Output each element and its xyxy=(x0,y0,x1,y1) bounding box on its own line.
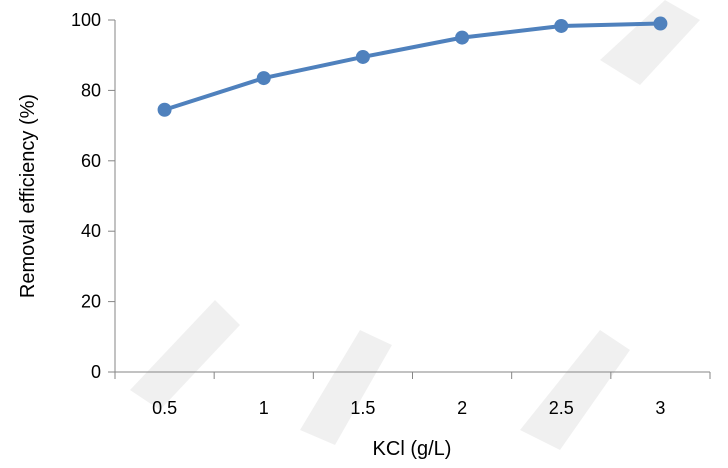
x-tick-label: 2.5 xyxy=(549,398,574,418)
x-tick-label: 1.5 xyxy=(350,398,375,418)
x-tick-label: 3 xyxy=(655,398,665,418)
x-tick-label: 1 xyxy=(259,398,269,418)
y-tick-label: 40 xyxy=(81,221,101,241)
data-point xyxy=(554,18,569,33)
y-tick-label: 80 xyxy=(81,80,101,100)
y-tick-label: 0 xyxy=(91,362,101,382)
data-point xyxy=(355,49,370,64)
x-axis-tick-labels: 0.5 1 1.5 2 2.5 3 xyxy=(152,398,665,418)
data-point xyxy=(653,16,668,31)
y-axis-title: Removal efficiency (%) xyxy=(17,94,39,298)
y-axis-ticks xyxy=(108,19,115,373)
watermark xyxy=(130,0,700,450)
x-tick-label: 0.5 xyxy=(152,398,177,418)
data-point xyxy=(256,71,271,86)
data-point xyxy=(455,30,470,45)
data-point xyxy=(157,102,172,117)
y-tick-label: 100 xyxy=(71,10,101,30)
x-axis-title: KCl (g/L) xyxy=(373,438,452,460)
series-points xyxy=(157,16,668,117)
x-axis-ticks xyxy=(114,372,711,379)
series-line xyxy=(162,21,663,112)
y-tick-label: 20 xyxy=(81,292,101,312)
y-axis-tick-labels: 0 20 40 60 80 100 xyxy=(71,10,101,382)
x-tick-label: 2 xyxy=(457,398,467,418)
y-tick-label: 60 xyxy=(81,151,101,171)
